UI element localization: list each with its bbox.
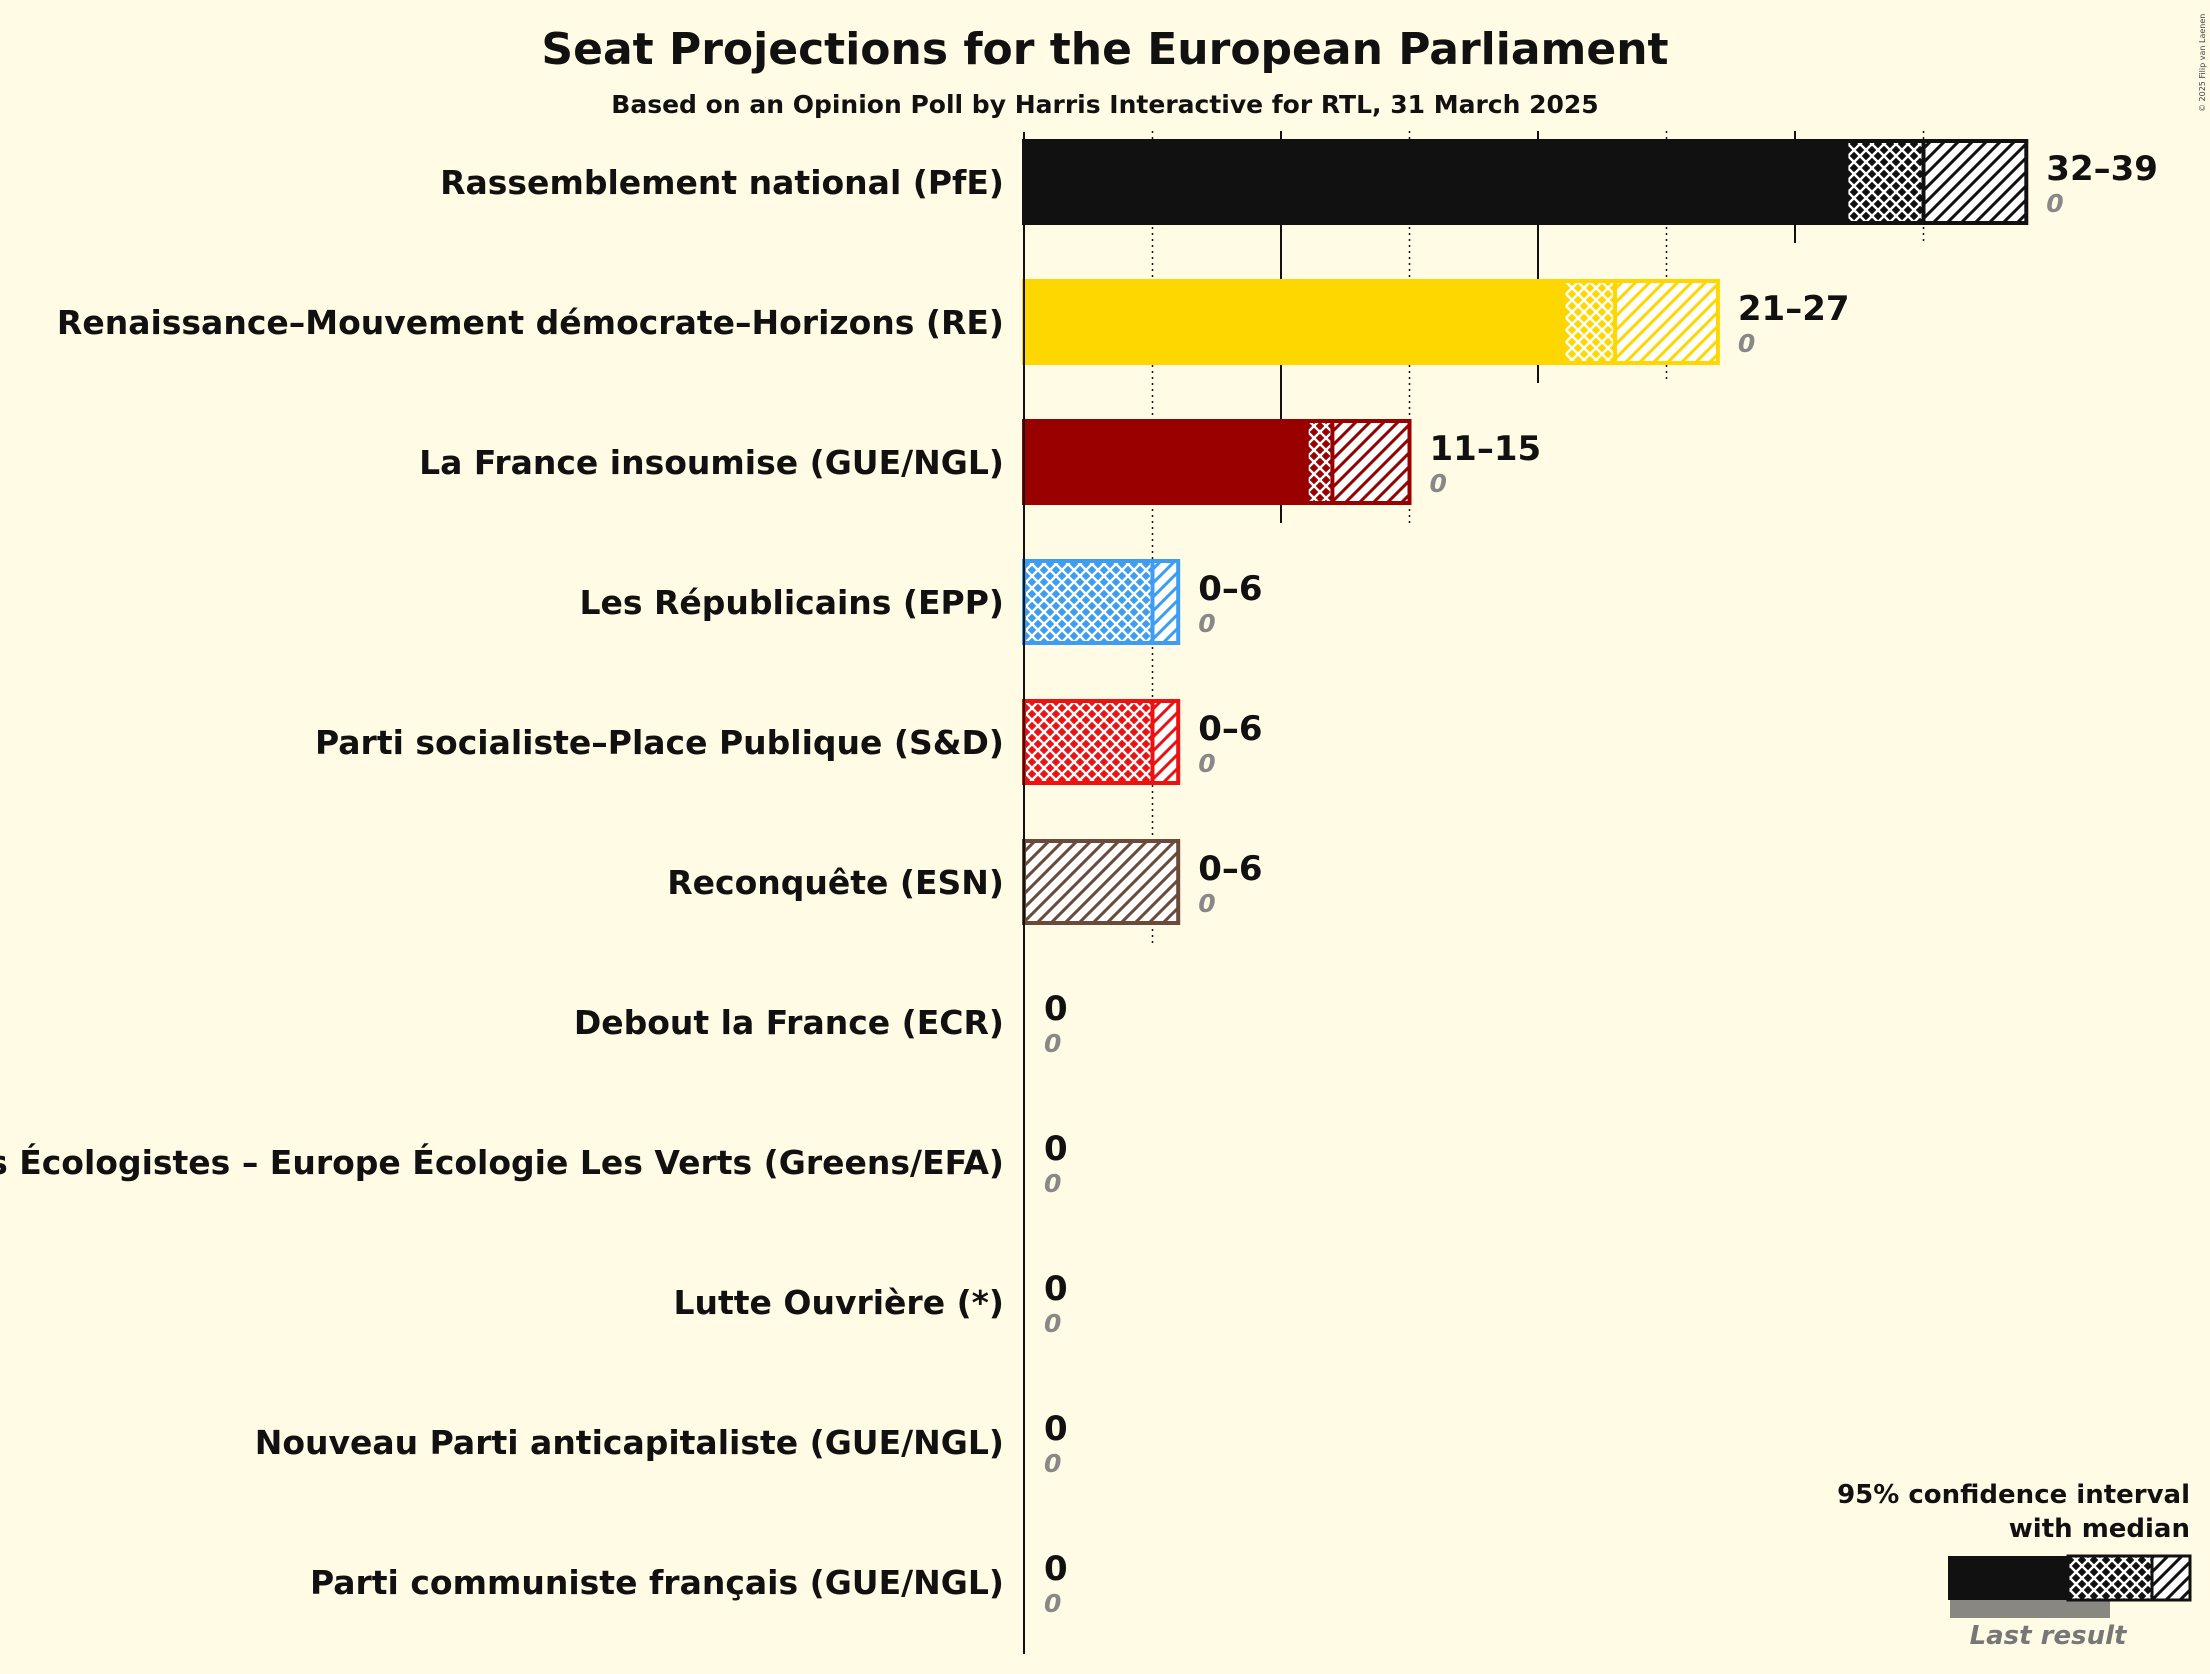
legend-last-result-label: Last result: [1970, 1621, 2128, 1651]
labels: Rassemblement national (PfE) 32–390Renais…: [0, 149, 2158, 1618]
party-label: Parti communiste français (GUE/NGL): [310, 1563, 1004, 1602]
range-label: 0: [1044, 1549, 1068, 1589]
party-label: Renaissance–Mouvement démocrate–Horizons…: [57, 303, 1004, 342]
legend-upper-segment: [2150, 1554, 2192, 1602]
party-label: La France insoumise (GUE/NGL): [419, 443, 1004, 482]
range-label: 0–6: [1198, 849, 1262, 889]
bar-solid-segment: [1024, 141, 1847, 223]
range-label: 32–39: [2046, 149, 2158, 189]
gridlines: [1151, 131, 1925, 943]
last-result-label: 0: [1044, 1029, 1061, 1058]
bars: [1022, 139, 2029, 925]
legend-line-2: with median: [2009, 1514, 2190, 1544]
party-label: Nouveau Parti anticapitaliste (GUE/NGL): [255, 1423, 1004, 1462]
party-label: Rassemblement national (PfE): [440, 163, 1004, 202]
range-label: 0–6: [1198, 709, 1262, 749]
legend-line-1: 95% confidence interval: [1837, 1480, 2190, 1510]
party-label: Les Républicains (EPP): [579, 583, 1004, 622]
range-label: 11–15: [1430, 429, 1542, 469]
last-result-label: 0: [1198, 889, 1215, 918]
last-result-label: 0: [1044, 1309, 1061, 1338]
range-label: 0: [1044, 1269, 1068, 1309]
party-label: Reconquête (ESN): [667, 863, 1004, 902]
last-result-label: 0: [1198, 749, 1215, 778]
range-label: 0: [1044, 1129, 1068, 1169]
legend-solid-segment: [1948, 1556, 2068, 1600]
last-result-label: 0: [2046, 189, 2063, 218]
bar-upper-segment: [1332, 421, 1410, 503]
legend-median-segment: [2066, 1554, 2154, 1602]
last-result-label: 0: [1430, 469, 1447, 498]
bar-solid-segment: [1024, 281, 1564, 363]
bar-median-segment: [1563, 281, 1616, 363]
range-label: 21–27: [1738, 289, 1850, 329]
legend: 95% confidence interval with median Last…: [1837, 1480, 2192, 1651]
last-result-label: 0: [1044, 1449, 1061, 1478]
chart-subtitle: Based on an Opinion Poll by Harris Inter…: [611, 90, 1598, 119]
bar-upper-segment: [1923, 141, 2027, 223]
range-label: 0: [1044, 1409, 1068, 1449]
copyright-note: © 2025 Filip van Laenen: [2198, 14, 2207, 112]
bar-median-segment: [1846, 141, 1924, 223]
bar-upper-segment: [1152, 561, 1179, 643]
party-label: Les Écologistes – Europe Écologie Les Ve…: [0, 1142, 1004, 1182]
bar-upper-segment: [1024, 841, 1179, 923]
bar-upper-segment: [1615, 281, 1718, 363]
last-result-label: 0: [1044, 1169, 1061, 1198]
range-label: 0–6: [1198, 569, 1262, 609]
bar-median-segment: [1024, 701, 1153, 783]
bar-median-segment: [1024, 561, 1153, 643]
party-label: Debout la France (ECR): [574, 1003, 1004, 1042]
last-result-label: 0: [1738, 329, 1755, 358]
bar-median-segment: [1306, 421, 1333, 503]
bar-upper-segment: [1152, 701, 1179, 783]
range-label: 0: [1044, 989, 1068, 1029]
chart-title: Seat Projections for the European Parlia…: [541, 24, 1668, 75]
last-result-label: 0: [1198, 609, 1215, 638]
last-result-label: 0: [1044, 1589, 1061, 1618]
party-label: Lutte Ouvrière (*): [673, 1283, 1004, 1322]
party-label: Parti socialiste–Place Publique (S&D): [315, 723, 1004, 762]
bar-solid-segment: [1024, 421, 1307, 503]
